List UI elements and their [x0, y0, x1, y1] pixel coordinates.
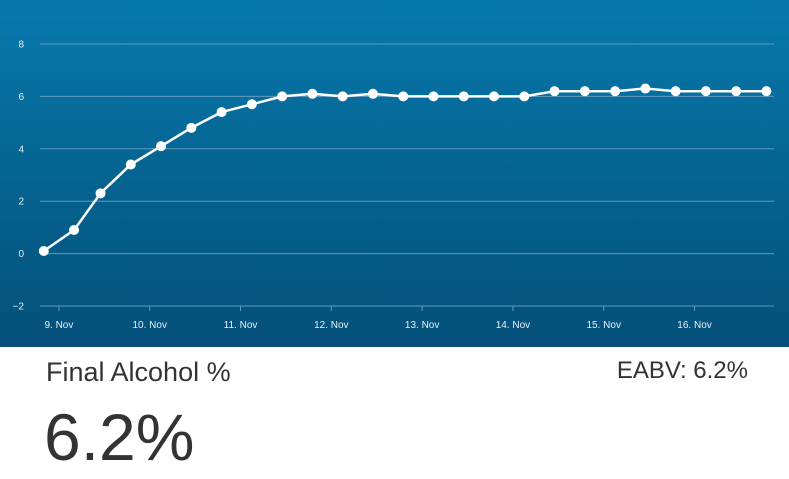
- x-tick-label: 11. Nov: [224, 320, 258, 331]
- data-point: [489, 91, 500, 102]
- x-tick-label: 10. Nov: [132, 320, 166, 331]
- y-tick-label: 0: [18, 249, 24, 260]
- y-tick-label: 4: [18, 144, 24, 155]
- x-tick-label: 16. Nov: [677, 320, 711, 331]
- x-tick-label: 13. Nov: [405, 320, 439, 331]
- series-line: [43, 87, 767, 253]
- data-point: [670, 86, 681, 97]
- data-point: [731, 86, 742, 97]
- x-tick-label: 12. Nov: [314, 320, 348, 331]
- data-point: [458, 91, 469, 102]
- data-point: [579, 86, 590, 97]
- data-point: [519, 91, 530, 102]
- data-point: [337, 91, 348, 102]
- x-axis-ticks: 9. Nov 10. Nov 11. Nov 12. Nov 13. Nov 14. No…: [44, 306, 712, 331]
- metric-value: 6.2%: [44, 400, 195, 474]
- data-point: [186, 122, 197, 133]
- data-point: [761, 86, 772, 97]
- metric-label: Final Alcohol %: [46, 357, 231, 387]
- x-tick-label: 15. Nov: [587, 320, 621, 331]
- eabv-label: EABV: 6.2%: [616, 357, 748, 384]
- data-point: [428, 91, 439, 102]
- data-point: [610, 86, 621, 97]
- chart-panel: 8 6 4 2 0 −2 9. Nov 10. Nov 11. Nov 12. Nov 13. N…: [0, 0, 789, 347]
- data-point: [549, 86, 560, 97]
- data-point: [125, 159, 136, 170]
- series-layer: [38, 83, 772, 256]
- line-chart: 8 6 4 2 0 −2 9. Nov 10. Nov 11. Nov 12. Nov 13. N…: [13, 40, 774, 331]
- grid-lines: [40, 43, 774, 307]
- y-axis-ticks: 8 6 4 2 0 −2: [13, 40, 25, 313]
- data-point: [307, 88, 318, 99]
- data-point: [398, 91, 409, 102]
- data-point: [700, 86, 711, 97]
- data-point: [38, 245, 49, 256]
- data-point: [640, 83, 651, 94]
- y-tick-label: 8: [18, 40, 24, 51]
- data-point: [95, 188, 106, 199]
- y-tick-label: −2: [13, 302, 25, 313]
- x-tick-label: 14. Nov: [496, 320, 530, 331]
- y-tick-label: 6: [18, 92, 24, 103]
- data-point: [246, 99, 257, 110]
- data-point: [156, 141, 167, 152]
- x-tick-label: 9. Nov: [44, 320, 73, 331]
- data-point: [69, 225, 80, 236]
- data-point: [367, 88, 378, 99]
- data-point: [277, 91, 288, 102]
- y-tick-label: 2: [18, 197, 24, 208]
- data-point: [216, 107, 227, 118]
